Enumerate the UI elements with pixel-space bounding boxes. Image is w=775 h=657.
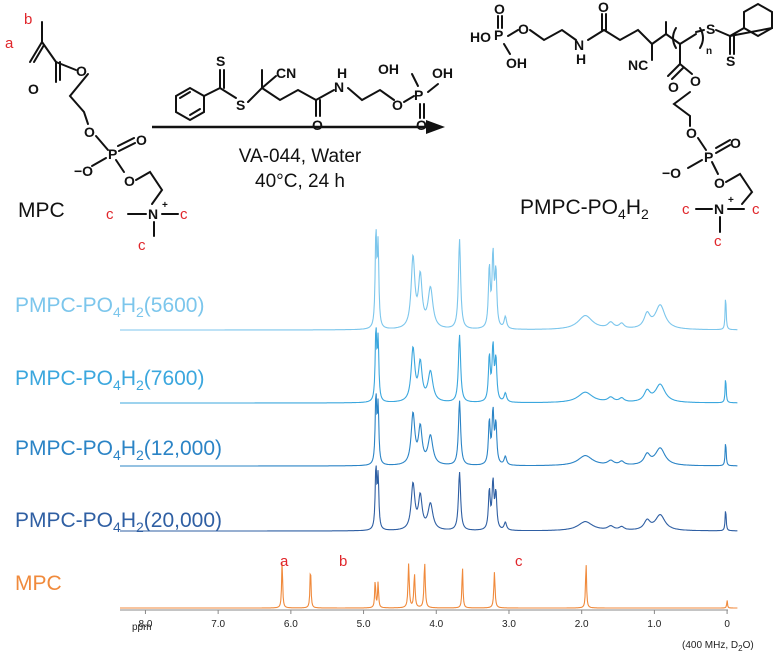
proton-label-c: c <box>180 206 188 223</box>
raft-agent-structure: S S CN O N H O P O OH OH <box>175 53 453 133</box>
nmr-trace-2 <box>120 393 738 467</box>
atom-nc: NC <box>628 57 648 73</box>
x-axis-unit: ppm <box>132 622 151 633</box>
nmr-trace-3 <box>120 465 738 532</box>
proton-label-a: a <box>5 35 14 52</box>
trace-label: PMPC-PO4H2(5600) <box>15 294 204 320</box>
atom-oh: OH <box>378 61 399 77</box>
peak-label-b: b <box>339 553 347 570</box>
atom-n: N <box>574 37 584 53</box>
atom-o: O <box>668 79 679 95</box>
atom-s: S <box>726 53 735 69</box>
x-tick-label: 5.0 <box>357 619 371 630</box>
atom-oh: OH <box>506 55 527 71</box>
x-tick-label: 2.0 <box>575 619 589 630</box>
atom-n: N <box>148 206 158 222</box>
atom-oh: OH <box>432 65 453 81</box>
nmr-traces <box>120 229 738 609</box>
product-name: PMPC-PO4H2 <box>520 196 649 222</box>
atom-o: O <box>598 0 609 15</box>
atom-o: O <box>28 81 39 97</box>
atom-h: H <box>337 65 347 81</box>
trace-label: PMPC-PO4H2(7600) <box>15 367 204 393</box>
x-tick-label: 0 <box>724 619 730 630</box>
atom-o: O <box>84 124 95 140</box>
nmr-trace-0 <box>120 229 738 331</box>
product-structure: HO P O OH O N H O NC n <box>470 0 773 250</box>
x-axis-ticks: 8.0 7.0 6.0 5.0 4.0 3.0 2.0 1.0 0 <box>138 610 730 630</box>
x-tick-label: 8.0 <box>138 619 152 630</box>
atom-o: O <box>416 117 427 133</box>
x-axis: 8.0 7.0 6.0 5.0 4.0 3.0 2.0 1.0 0 ppm (400 MHz, … <box>120 609 754 653</box>
mpc-structure: O O O P O −O O N + a b c c c MPC <box>5 11 188 254</box>
atom-o: O <box>714 175 725 191</box>
proton-label-c: c <box>714 233 722 250</box>
atom-p: P <box>414 87 423 103</box>
proton-label-b: b <box>24 11 32 28</box>
atom-o: O <box>690 73 701 89</box>
atom-ho: HO <box>470 29 491 45</box>
atom-p: P <box>494 27 503 43</box>
trace-label: MPC <box>15 572 62 595</box>
atom-p: P <box>108 146 117 162</box>
proton-label-c: c <box>682 201 690 218</box>
atom-o-neg: −O <box>662 165 681 181</box>
trace-label: PMPC-PO4H2(20,000) <box>15 509 222 535</box>
atom-o: O <box>124 173 135 189</box>
atom-o-neg: −O <box>74 163 93 179</box>
nmr-trace-4 <box>120 562 738 609</box>
atom-s: S <box>216 53 225 69</box>
plus-charge: + <box>728 195 734 206</box>
atom-o: O <box>518 21 529 37</box>
atom-o: O <box>494 1 505 17</box>
atom-o: O <box>136 132 147 148</box>
atom-s: S <box>236 97 245 113</box>
proton-label-c: c <box>752 201 760 218</box>
x-tick-label: 6.0 <box>284 619 298 630</box>
x-tick-label: 3.0 <box>502 619 516 630</box>
nmr-trace-labels: PMPC-PO4H2(5600) PMPC-PO4H2(7600) PMPC-PO4… <box>15 294 222 595</box>
monomer-name: MPC <box>18 199 65 222</box>
trace-label: PMPC-PO4H2(12,000) <box>15 437 222 463</box>
repeat-n: n <box>706 46 712 57</box>
atom-o: O <box>392 97 403 113</box>
atom-o: O <box>312 117 323 133</box>
plus-charge: + <box>162 200 168 211</box>
x-tick-label: 7.0 <box>211 619 225 630</box>
proton-label-c: c <box>138 237 146 254</box>
atom-h: H <box>576 51 586 67</box>
condition-line-2: 40°C, 24 h <box>255 171 345 192</box>
x-tick-label: 4.0 <box>429 619 443 630</box>
atom-s: S <box>706 21 715 37</box>
atom-o: O <box>686 125 697 141</box>
atom-cn: CN <box>276 65 296 81</box>
nmr-conditions-note: (400 MHz, D2O) <box>682 640 754 653</box>
condition-line-1: VA-044, Water <box>239 146 362 167</box>
proton-label-c: c <box>106 206 114 223</box>
nmr-trace-1 <box>120 327 738 404</box>
atom-p: P <box>704 149 713 165</box>
atom-o: O <box>76 63 87 79</box>
atom-o: O <box>730 135 741 151</box>
x-tick-label: 1.0 <box>647 619 661 630</box>
peak-label-a: a <box>280 553 289 570</box>
peak-label-c: c <box>515 553 523 570</box>
atom-n: N <box>714 201 724 217</box>
right-arrow-icon <box>152 120 445 134</box>
atom-n: N <box>334 79 344 95</box>
